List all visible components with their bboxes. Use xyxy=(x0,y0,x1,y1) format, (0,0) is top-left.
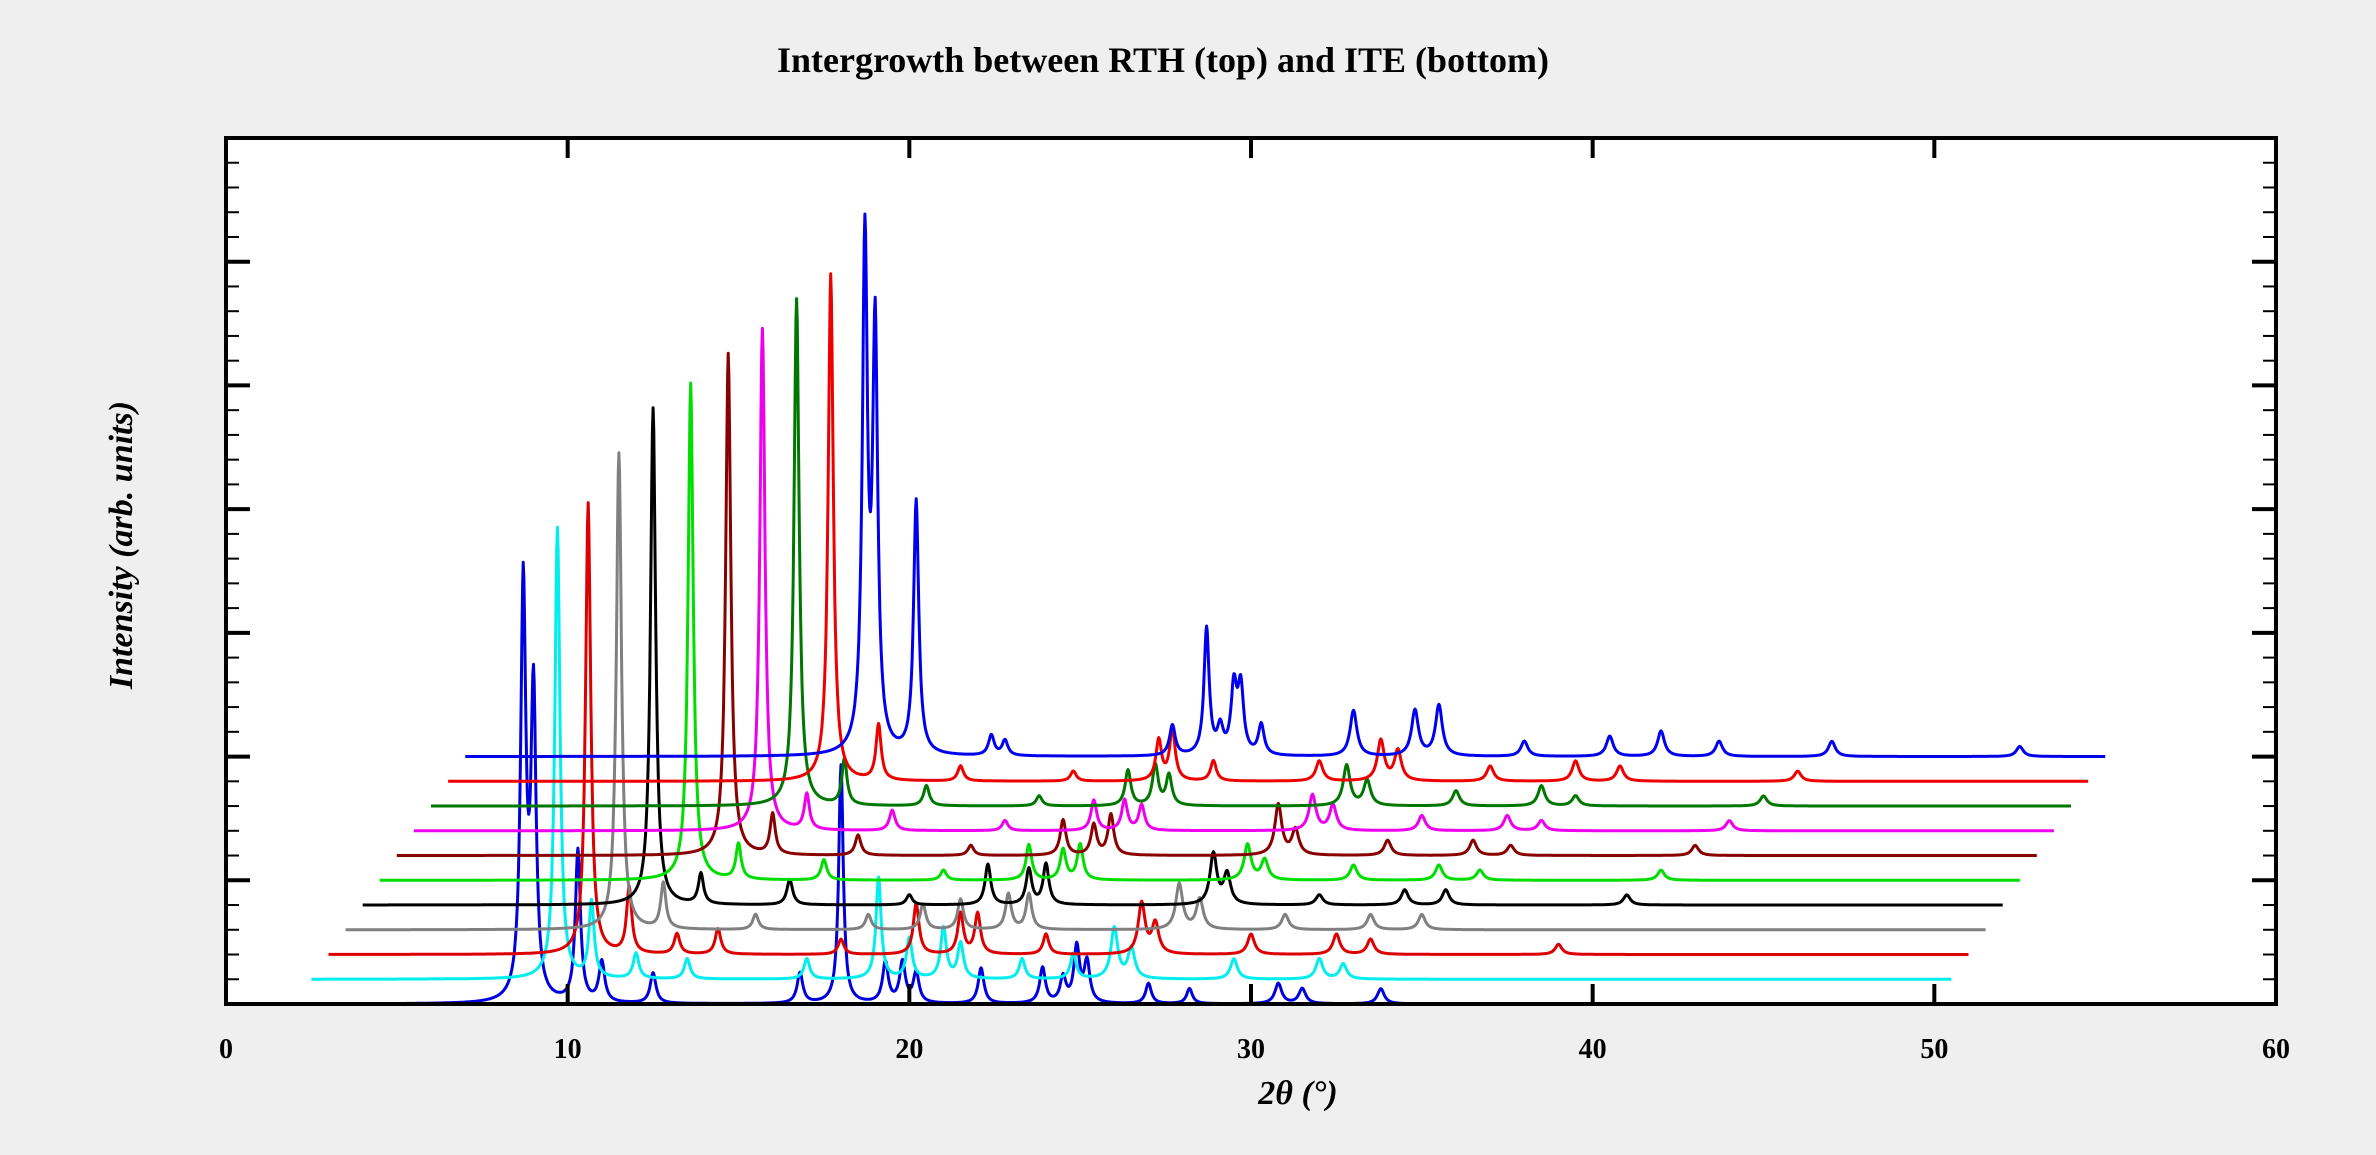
trace-10 xyxy=(447,272,2089,783)
trace-4 xyxy=(344,451,1987,932)
plot-area xyxy=(226,138,2276,1004)
trace-7 xyxy=(396,351,2038,857)
x-tick-label: 40 xyxy=(1579,1034,1607,1065)
x-tick-label: 30 xyxy=(1237,1034,1265,1065)
trace-8 xyxy=(413,326,2055,833)
trace-11 xyxy=(464,212,2106,758)
chart-title: Intergrowth between RTH (top) and ITE (b… xyxy=(777,40,1549,80)
x-tick-labels: 0 10 20 30 40 50 60 xyxy=(219,1034,2290,1065)
trace-group xyxy=(293,212,2106,1006)
x-tick-label: 10 xyxy=(554,1034,582,1065)
y-axis-label: Intensity (arb. units) xyxy=(103,401,140,690)
trace-3 xyxy=(327,501,1970,956)
x-tick-label: 50 xyxy=(1920,1034,1948,1065)
x-axis-label: 2θ (°) xyxy=(1257,1075,1337,1112)
trace-9 xyxy=(430,297,2072,808)
trace-5 xyxy=(361,406,2004,907)
x-tick-label: 60 xyxy=(2262,1034,2290,1065)
x-tick-label: 0 xyxy=(219,1034,233,1065)
trace-6 xyxy=(378,381,2021,882)
x-tick-label: 20 xyxy=(895,1034,923,1065)
plot-frame xyxy=(224,136,2278,1006)
